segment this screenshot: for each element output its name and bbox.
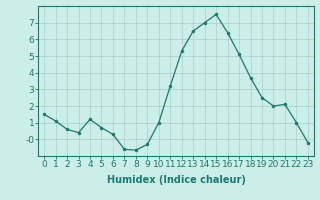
X-axis label: Humidex (Indice chaleur): Humidex (Indice chaleur) [107,175,245,185]
